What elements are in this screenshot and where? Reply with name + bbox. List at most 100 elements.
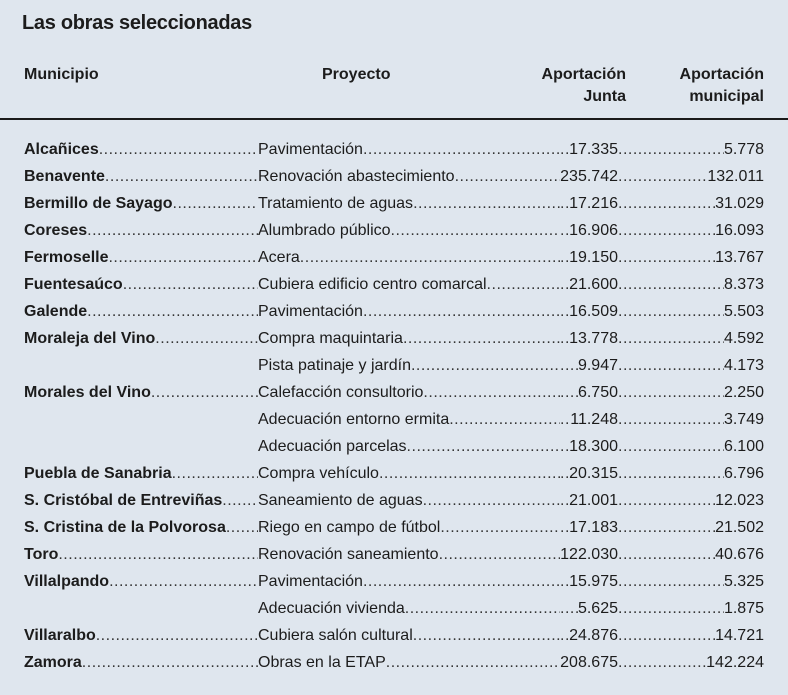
dot-leader xyxy=(300,244,560,271)
aportacion-junta-cell: 16.906 xyxy=(560,217,618,244)
aportacion-junta-value: 17.216 xyxy=(569,195,618,212)
aportacion-municipal-cell: 2.250 xyxy=(618,379,764,406)
proyecto-cell: Tratamiento de aguas xyxy=(258,190,560,217)
aportacion-junta-value: 18.300 xyxy=(569,438,618,455)
aportacion-junta-cell: 18.300 xyxy=(560,433,618,460)
proyecto-cell: Cubiera edificio centro comarcal xyxy=(258,271,560,298)
dot-leader xyxy=(560,379,578,406)
aportacion-municipal-value: 5.325 xyxy=(723,573,764,590)
municipio-cell: S. Cristina de la Polvorosa xyxy=(24,514,258,541)
aportacion-junta-cell: 19.150 xyxy=(560,244,618,271)
aportacion-junta-cell: 235.742 xyxy=(560,163,618,190)
dot-leader xyxy=(618,244,715,271)
municipio-cell: S. Cristóbal de Entreviñas xyxy=(24,487,258,514)
aportacion-municipal-cell: 21.502 xyxy=(618,514,764,541)
aportacion-municipal-value: 142.224 xyxy=(706,654,764,671)
municipio-cell xyxy=(24,595,258,622)
aportacion-junta-cell: 6.750 xyxy=(560,379,618,406)
municipio-cell: Toro xyxy=(24,541,258,568)
header-junta-line1: Aportación xyxy=(541,66,626,83)
proyecto-name: Tratamiento de aguas xyxy=(258,195,414,212)
municipio-name: Fuentesaúco xyxy=(24,276,123,293)
table-row: Adecuación vivienda 5.625 1.875 xyxy=(0,595,788,622)
aportacion-municipal-value: 40.676 xyxy=(715,546,764,563)
proyecto-name: Calefacción consultorio xyxy=(258,384,424,401)
proyecto-cell: Renovación abastecimiento xyxy=(258,163,560,190)
dot-leader xyxy=(405,595,560,622)
municipio-cell xyxy=(24,433,258,460)
dot-leader xyxy=(363,298,560,325)
dot-leader xyxy=(391,217,560,244)
dot-leader xyxy=(82,649,258,676)
page-title: Las obras seleccionadas xyxy=(22,12,252,34)
proyecto-name: Pavimentación xyxy=(258,141,363,158)
proyecto-cell: Obras en la ETAP xyxy=(258,649,560,676)
aportacion-municipal-value: 13.767 xyxy=(715,249,764,266)
dot-leader xyxy=(413,190,560,217)
dot-leader xyxy=(407,433,560,460)
dot-leader xyxy=(560,217,569,244)
proyecto-name: Adecuación vivienda xyxy=(258,600,405,617)
dot-leader xyxy=(151,379,258,406)
table-row: Adecuación entorno ermita 11.248 3.749 xyxy=(0,406,788,433)
aportacion-junta-value: 122.030 xyxy=(560,546,618,563)
dot-leader xyxy=(449,406,560,433)
proyecto-cell: Renovación saneamiento xyxy=(258,541,560,568)
dot-leader xyxy=(618,541,715,568)
municipio-cell: Villaralbo xyxy=(24,622,258,649)
table-row: Villaralbo Cubiera salón cultural 24.876 14… xyxy=(0,622,788,649)
aportacion-junta-value: 21.001 xyxy=(569,492,618,509)
aportacion-junta-value: 17.183 xyxy=(569,519,618,536)
dot-leader xyxy=(618,595,724,622)
dot-leader xyxy=(618,406,724,433)
table-row: Villalpando Pavimentación 15.975 5.325 xyxy=(0,568,788,595)
proyecto-name: Pista patinaje y jardín xyxy=(258,357,411,374)
aportacion-municipal-value: 16.093 xyxy=(715,222,764,239)
dot-leader xyxy=(560,190,569,217)
municipio-cell: Galende xyxy=(24,298,258,325)
proyecto-name: Alumbrado público xyxy=(258,222,391,239)
proyecto-cell: Riego en campo de fútbol xyxy=(258,514,560,541)
aportacion-junta-cell: 21.001 xyxy=(560,487,618,514)
dot-leader xyxy=(423,379,560,406)
aportacion-municipal-cell: 14.721 xyxy=(618,622,764,649)
municipio-cell: Morales del Vino xyxy=(24,379,258,406)
municipio-name: Moraleja del Vino xyxy=(24,330,156,347)
proyecto-name: Renovación abastecimiento xyxy=(258,168,455,185)
header-aportacion-junta: Aportación Junta xyxy=(520,64,626,108)
aportacion-municipal-cell: 8.373 xyxy=(618,271,764,298)
aportacion-municipal-cell: 13.767 xyxy=(618,244,764,271)
municipio-name: Villaralbo xyxy=(24,627,96,644)
aportacion-junta-value: 208.675 xyxy=(560,654,618,671)
municipio-name: S. Cristina de la Polvorosa xyxy=(24,519,226,536)
proyecto-name: Cubiera salón cultural xyxy=(258,627,413,644)
dot-leader xyxy=(439,541,560,568)
aportacion-junta-value: 11.248 xyxy=(570,411,618,428)
dot-leader xyxy=(560,622,569,649)
municipio-cell: Benavente xyxy=(24,163,258,190)
dot-leader xyxy=(560,136,569,163)
dot-leader xyxy=(108,244,258,271)
table-row: Benavente Renovación abastecimiento 235.74… xyxy=(0,163,788,190)
dot-leader xyxy=(363,568,560,595)
table-row: Morales del Vino Calefacción consultorio 6… xyxy=(0,379,788,406)
proyecto-name: Pavimentación xyxy=(258,303,363,320)
aportacion-junta-cell: 17.335 xyxy=(560,136,618,163)
aportacion-junta-value: 13.778 xyxy=(569,330,618,347)
aportacion-junta-value: 16.906 xyxy=(569,222,618,239)
dot-leader xyxy=(413,622,560,649)
table-row: Fuentesaúco Cubiera edificio centro comar… xyxy=(0,271,788,298)
proyecto-cell: Saneamiento de aguas xyxy=(258,487,560,514)
table-row: Coreses Alumbrado público 16.906 16.093 xyxy=(0,217,788,244)
dot-leader xyxy=(58,541,258,568)
aportacion-junta-cell: 5.625 xyxy=(560,595,618,622)
municipio-name: Galende xyxy=(24,303,88,320)
table-row: Puebla de Sanabria Compra vehículo 20.315 6… xyxy=(0,460,788,487)
dot-leader xyxy=(560,460,569,487)
aportacion-municipal-cell: 31.029 xyxy=(618,190,764,217)
dot-leader xyxy=(560,514,569,541)
proyecto-name: Obras en la ETAP xyxy=(258,654,386,671)
municipio-name: Morales del Vino xyxy=(24,384,151,401)
dot-leader xyxy=(618,298,724,325)
aportacion-junta-cell: 15.975 xyxy=(560,568,618,595)
